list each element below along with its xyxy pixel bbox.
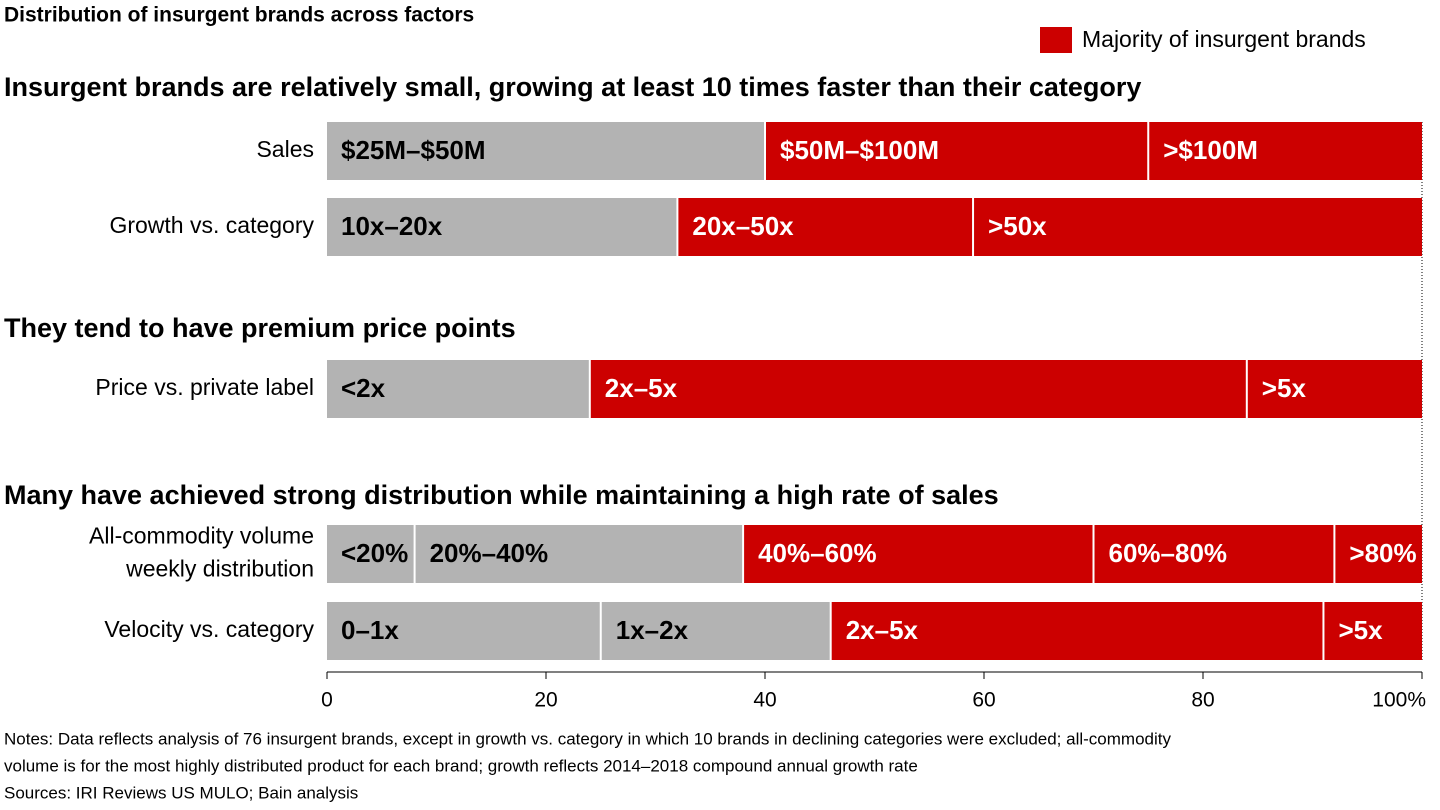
note: volume is for the most highly distribute… xyxy=(4,756,918,775)
x-tick-label: 40 xyxy=(753,689,776,712)
segment-label: 2x–5x xyxy=(846,615,919,645)
x-tick-label: 80 xyxy=(1191,689,1214,712)
segment-label: <2x xyxy=(341,373,386,403)
segment-label: >5x xyxy=(1338,615,1383,645)
row-label: Growth vs. category xyxy=(109,212,314,238)
segment-label: 20%–40% xyxy=(430,538,549,568)
segment-label: 0–1x xyxy=(341,615,399,645)
segment-label: $25M–$50M xyxy=(341,135,486,165)
segment-label: 1x–2x xyxy=(616,615,689,645)
note: Notes: Data reflects analysis of 76 insu… xyxy=(4,729,1171,748)
segment-label: 60%–80% xyxy=(1109,538,1228,568)
bar-segment xyxy=(1335,525,1422,583)
bar-segment xyxy=(327,525,414,583)
segment-label: 40%–60% xyxy=(758,538,877,568)
segment-label: <20% xyxy=(341,538,408,568)
legend-label: Majority of insurgent brands xyxy=(1082,26,1366,52)
bar-segment xyxy=(974,198,1422,256)
legend-swatch xyxy=(1040,27,1072,53)
row-label: Price vs. private label xyxy=(95,374,314,400)
bar-segment xyxy=(327,360,589,418)
bar-segment xyxy=(415,525,743,583)
segment-label: >50x xyxy=(988,211,1047,241)
segment-label: >$100M xyxy=(1163,135,1258,165)
segment-label: >5x xyxy=(1262,373,1307,403)
x-tick-label: 0 xyxy=(321,689,333,712)
bar-segment xyxy=(601,602,830,660)
x-tick-label: 100% xyxy=(1372,689,1426,712)
row-label: weekly distribution xyxy=(125,556,314,582)
chart-title: Distribution of insurgent brands across … xyxy=(4,4,474,27)
x-tick-label: 20 xyxy=(534,689,557,712)
bar-segment xyxy=(1094,525,1334,583)
section-heading: Many have achieved strong distribution w… xyxy=(4,480,999,510)
bar-segment xyxy=(678,198,973,256)
note: Sources: IRI Reviews US MULO; Bain analy… xyxy=(4,783,358,802)
bar-segment xyxy=(1247,360,1422,418)
segment-label: 2x–5x xyxy=(605,373,678,403)
segment-label: 10x–20x xyxy=(341,211,443,241)
section-heading: Insurgent brands are relatively small, g… xyxy=(4,72,1141,102)
segment-label: >80% xyxy=(1349,538,1416,568)
bar-segment xyxy=(744,525,1093,583)
section-heading: They tend to have premium price points xyxy=(4,313,516,343)
bar-segment xyxy=(327,198,677,256)
bar-segment xyxy=(327,122,764,180)
segment-label: 20x–50x xyxy=(692,211,794,241)
bar-segment xyxy=(327,602,600,660)
bar-segment xyxy=(831,602,1323,660)
bar-segment xyxy=(766,122,1148,180)
row-label: Sales xyxy=(256,136,314,162)
bar-segment xyxy=(1324,602,1422,660)
row-label: Velocity vs. category xyxy=(104,616,314,642)
segment-label: $50M–$100M xyxy=(780,135,939,165)
bar-segment xyxy=(1149,122,1422,180)
bar-segment xyxy=(590,360,1246,418)
x-tick-label: 60 xyxy=(972,689,995,712)
row-label: All-commodity volume xyxy=(89,523,314,549)
